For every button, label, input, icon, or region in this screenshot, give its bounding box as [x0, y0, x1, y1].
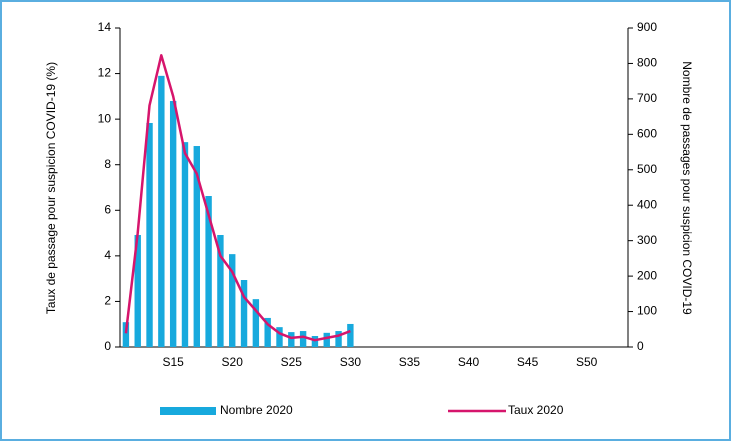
y2-tick-label: 500 [637, 162, 657, 176]
legend-swatch [160, 407, 216, 415]
legend-label: Nombre 2020 [220, 403, 293, 417]
bar [146, 122, 153, 347]
x-tick-label: S50 [576, 355, 598, 369]
x-tick-label: S35 [399, 355, 421, 369]
x-tick-label: S30 [340, 355, 362, 369]
bar [252, 299, 260, 347]
y-tick-label: 14 [98, 20, 112, 34]
bar [229, 254, 236, 347]
y2-tick-label: 100 [637, 304, 657, 318]
bar [347, 323, 354, 347]
bar [181, 142, 189, 347]
bar [276, 327, 283, 347]
y2-tick-label: 800 [637, 56, 657, 70]
y2-tick-label: 700 [637, 91, 657, 105]
bar [311, 336, 319, 347]
y2-axis-title: Nombre de passages pour suspicion COVID-… [680, 61, 694, 315]
y2-tick-label: 400 [637, 197, 657, 211]
bar [193, 146, 200, 347]
bar [169, 101, 177, 347]
bar [122, 322, 130, 347]
y-axis-title: Taux de passage pour suspicion COVID-19 … [44, 62, 58, 314]
bar [217, 234, 224, 347]
bar [299, 331, 307, 347]
bar [323, 332, 330, 347]
legend-label: Taux 2020 [508, 403, 564, 417]
y-tick-label: 12 [98, 66, 112, 80]
bar [335, 331, 342, 347]
bar [134, 234, 141, 347]
bar [158, 75, 165, 347]
y-tick-label: 8 [104, 157, 111, 171]
x-tick-label: S15 [162, 355, 184, 369]
bar [240, 280, 248, 347]
y-tick-label: 0 [104, 339, 111, 353]
y-tick-label: 2 [104, 294, 111, 308]
x-tick-label: S40 [458, 355, 480, 369]
y2-tick-label: 300 [637, 233, 657, 247]
y-tick-label: 10 [98, 111, 112, 125]
bar [264, 317, 271, 347]
y-tick-label: 4 [104, 248, 111, 262]
x-tick-label: S20 [222, 355, 244, 369]
y2-tick-label: 900 [637, 20, 657, 34]
x-tick-label: S25 [281, 355, 303, 369]
y2-tick-label: 200 [637, 268, 657, 282]
y2-tick-label: 0 [637, 339, 644, 353]
y-tick-label: 6 [104, 202, 111, 216]
y2-tick-label: 600 [637, 127, 657, 141]
x-tick-label: S45 [517, 355, 539, 369]
bar [288, 332, 295, 347]
bar [205, 196, 212, 347]
line [124, 54, 351, 342]
